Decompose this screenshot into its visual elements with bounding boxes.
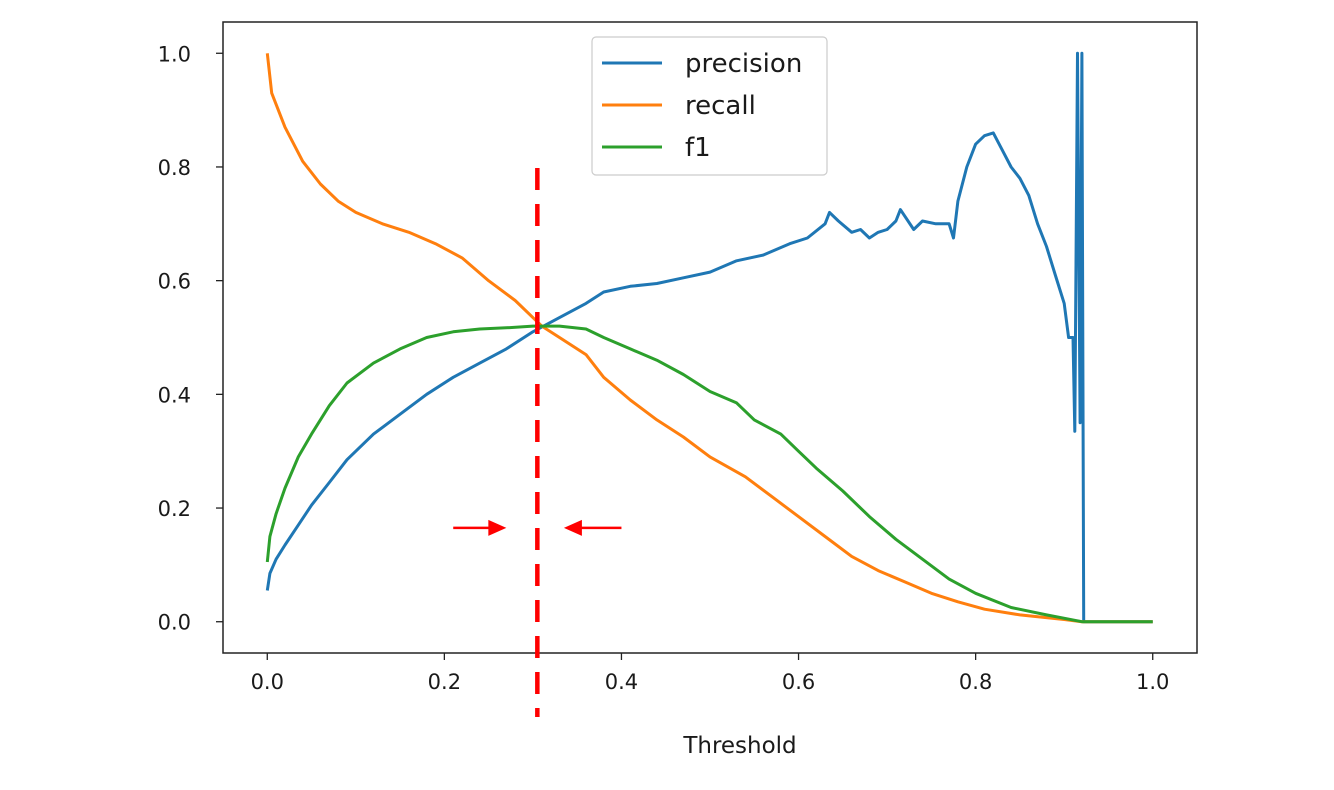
arrow-head bbox=[488, 519, 507, 536]
legend-label-precision: precision bbox=[685, 49, 802, 79]
x-tick-label: 0.8 bbox=[959, 670, 992, 694]
legend-label-f1: f1 bbox=[685, 133, 711, 163]
x-tick-label: 1.0 bbox=[1136, 670, 1169, 694]
y-tick-label: 0.0 bbox=[158, 611, 191, 635]
y-tick-label: 0.8 bbox=[158, 156, 191, 180]
x-tick-label: 0.6 bbox=[782, 670, 815, 694]
y-tick-label: 1.0 bbox=[158, 42, 191, 66]
legend-label-recall: recall bbox=[685, 91, 756, 121]
recall-line bbox=[265, 53, 1153, 624]
legend: precision recall f1 bbox=[591, 36, 828, 176]
axis-layer: 0.0 0.2 0.4 0.6 0.8 1.0 0.0 0.2 0.4 0.6 0.8 1.0 bbox=[158, 42, 1170, 694]
x-tick-label: 0.4 bbox=[605, 670, 638, 694]
y-tick-label: 0.4 bbox=[158, 383, 191, 407]
y-tick-label: 0.6 bbox=[158, 270, 191, 294]
series-layer bbox=[265, 51, 1153, 624]
arrow-head bbox=[563, 519, 582, 536]
x-tick-label: 0.0 bbox=[251, 670, 284, 694]
f1-line bbox=[265, 324, 1153, 624]
y-tick-label: 0.2 bbox=[158, 497, 191, 521]
legend-frame bbox=[591, 36, 828, 176]
precision-line bbox=[265, 51, 1153, 624]
x-tick-label: 0.2 bbox=[428, 670, 461, 694]
x-axis-title: Threshold bbox=[682, 733, 796, 759]
annotation-layer bbox=[453, 168, 622, 717]
